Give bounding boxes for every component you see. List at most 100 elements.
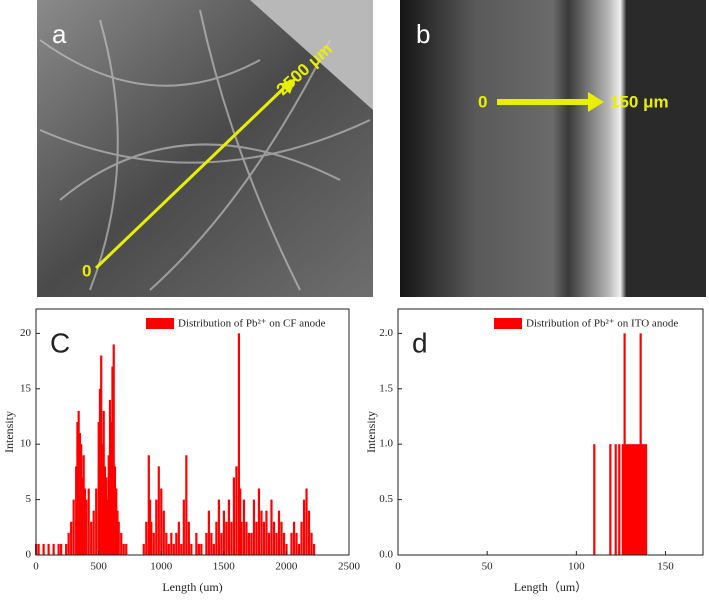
bar bbox=[157, 466, 160, 555]
bar bbox=[97, 422, 100, 555]
bar bbox=[60, 543, 63, 555]
bar bbox=[76, 422, 79, 555]
bar bbox=[142, 543, 145, 555]
bar bbox=[297, 543, 301, 555]
bar bbox=[92, 510, 95, 555]
bar bbox=[70, 521, 73, 555]
y-tick-label: 2.0 bbox=[379, 327, 393, 339]
bar bbox=[205, 532, 208, 555]
bar bbox=[300, 521, 303, 555]
bar bbox=[78, 433, 82, 555]
bar bbox=[207, 510, 210, 555]
bar bbox=[250, 532, 253, 555]
bar bbox=[252, 499, 256, 555]
bar bbox=[185, 455, 188, 555]
panel-label: a bbox=[52, 19, 67, 49]
bar bbox=[81, 477, 84, 555]
bar bbox=[122, 543, 125, 555]
bar bbox=[630, 444, 633, 555]
bar bbox=[215, 521, 218, 555]
bar bbox=[239, 488, 242, 555]
bar bbox=[292, 521, 296, 555]
bar bbox=[175, 532, 178, 555]
annotation: 0 bbox=[478, 92, 487, 111]
bar bbox=[117, 521, 120, 555]
bar bbox=[177, 521, 180, 555]
bar bbox=[312, 543, 316, 555]
bar bbox=[225, 521, 228, 555]
bar bbox=[105, 477, 108, 555]
bar bbox=[307, 510, 311, 555]
bar bbox=[65, 543, 68, 555]
x-tick-label: 0 bbox=[395, 561, 401, 573]
bar bbox=[212, 543, 215, 555]
y-tick-label: 15 bbox=[20, 382, 32, 394]
bar bbox=[150, 521, 153, 555]
bar bbox=[295, 532, 298, 555]
bar bbox=[222, 510, 225, 555]
bar bbox=[165, 532, 168, 555]
bar bbox=[636, 444, 639, 555]
y-tick-label: 0.5 bbox=[379, 493, 393, 505]
bar bbox=[197, 543, 200, 555]
bar bbox=[632, 444, 635, 555]
x-tick-label: 2500 bbox=[338, 561, 361, 573]
bar bbox=[217, 499, 220, 555]
bar bbox=[190, 543, 193, 555]
bar bbox=[302, 499, 306, 555]
bar bbox=[187, 521, 190, 555]
bar bbox=[593, 444, 596, 555]
bar bbox=[107, 455, 110, 555]
bar bbox=[120, 532, 123, 555]
bar bbox=[72, 499, 75, 555]
bar bbox=[172, 543, 175, 555]
bar bbox=[623, 333, 626, 555]
fibers bbox=[39, 9, 371, 291]
bar bbox=[87, 488, 90, 555]
plot-frame bbox=[35, 308, 350, 556]
bar bbox=[112, 344, 115, 555]
bar bbox=[42, 543, 45, 555]
bar bbox=[148, 499, 152, 555]
bar bbox=[290, 532, 293, 555]
bar bbox=[95, 488, 98, 555]
image-b: b 0 150 μm bbox=[400, 0, 706, 297]
bar bbox=[621, 444, 624, 555]
bar bbox=[628, 444, 632, 555]
bar bbox=[280, 521, 283, 555]
bar bbox=[77, 410, 80, 555]
annotation: 150 μm bbox=[610, 92, 669, 111]
y-tick-label: 0 bbox=[26, 549, 32, 561]
chart: 0 50 100 150 0.0 0.5 1.0 1.5 2.0 Length（um） Intens… bbox=[364, 308, 704, 594]
bar bbox=[230, 521, 233, 555]
x-tick-label: 500 bbox=[90, 561, 107, 573]
arrow-head bbox=[280, 78, 296, 94]
arrow bbox=[94, 84, 288, 270]
bar bbox=[242, 499, 246, 555]
legend-swatch bbox=[146, 318, 174, 329]
bar bbox=[115, 488, 118, 555]
bar bbox=[627, 444, 630, 555]
bar bbox=[641, 444, 644, 555]
substrate bbox=[250, 0, 373, 110]
bar bbox=[167, 543, 170, 555]
y-tick-label: 20 bbox=[20, 327, 32, 339]
panel-label: b bbox=[416, 19, 430, 49]
bar bbox=[170, 532, 173, 555]
bar bbox=[116, 510, 119, 555]
bar bbox=[125, 543, 128, 555]
bar bbox=[267, 532, 271, 555]
y-axis-label: Intensity bbox=[2, 411, 16, 453]
bar bbox=[145, 521, 148, 555]
bar bbox=[100, 355, 103, 555]
bar bbox=[85, 499, 88, 555]
bar bbox=[609, 444, 612, 555]
y-tick-label: 1.0 bbox=[379, 438, 393, 450]
bar bbox=[634, 444, 637, 555]
bar bbox=[262, 521, 266, 555]
bar bbox=[272, 521, 276, 555]
bar bbox=[162, 510, 165, 555]
bar bbox=[625, 444, 628, 555]
bar bbox=[220, 532, 223, 555]
bar bbox=[235, 466, 238, 555]
